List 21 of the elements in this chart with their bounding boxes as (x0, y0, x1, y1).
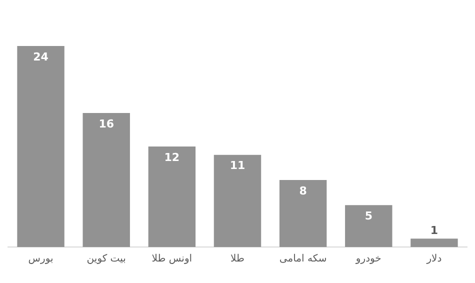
bar (82, 113, 130, 247)
data-label: 8 (299, 184, 307, 198)
data-label: 12 (164, 150, 180, 164)
x-tick-label: اونس طلا (152, 254, 192, 265)
bar (410, 238, 458, 247)
data-label: 1 (430, 224, 438, 237)
data-label: 16 (98, 117, 114, 130)
bar (148, 146, 196, 247)
data-label: 24 (33, 50, 49, 64)
x-tick-label: بورس (28, 254, 54, 265)
x-tick-label: دلار (426, 254, 442, 265)
x-tick-label: طلا (230, 254, 244, 265)
bar (279, 180, 327, 247)
data-label: 5 (364, 209, 372, 222)
x-tick-label: بیت کوین (86, 254, 126, 265)
data-label: 11 (230, 159, 246, 172)
x-tick-label: خودرو (354, 254, 382, 265)
x-tick-label: سکه امامی (279, 254, 327, 265)
bar (17, 46, 64, 247)
bar (214, 154, 262, 247)
bar (345, 205, 392, 247)
